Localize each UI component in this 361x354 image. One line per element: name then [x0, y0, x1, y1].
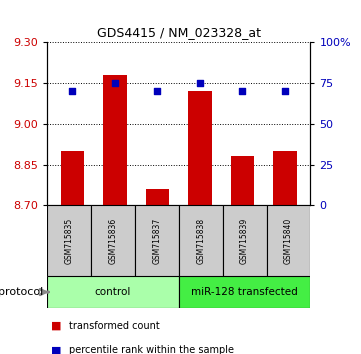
- Bar: [47, 276, 179, 308]
- Text: GSM715840: GSM715840: [284, 218, 293, 264]
- Bar: [103, 75, 127, 205]
- Point: [155, 88, 160, 94]
- Bar: [273, 151, 297, 205]
- Bar: [47, 205, 91, 276]
- Text: GSM715839: GSM715839: [240, 218, 249, 264]
- Text: ■: ■: [51, 346, 61, 354]
- Text: GSM715838: GSM715838: [196, 218, 205, 264]
- Bar: [266, 205, 310, 276]
- Point: [240, 88, 245, 94]
- Bar: [179, 276, 310, 308]
- Text: GSM715835: GSM715835: [64, 218, 73, 264]
- Text: percentile rank within the sample: percentile rank within the sample: [69, 346, 234, 354]
- Bar: [179, 205, 223, 276]
- Bar: [223, 205, 266, 276]
- Bar: [61, 151, 84, 205]
- Title: GDS4415 / NM_023328_at: GDS4415 / NM_023328_at: [97, 25, 261, 39]
- Text: GSM715836: GSM715836: [108, 218, 117, 264]
- Text: transformed count: transformed count: [69, 321, 159, 331]
- Point: [197, 80, 203, 86]
- Bar: [231, 156, 254, 205]
- Point: [70, 88, 75, 94]
- Bar: [135, 205, 179, 276]
- Text: ■: ■: [51, 321, 61, 331]
- Text: GSM715837: GSM715837: [152, 218, 161, 264]
- Text: control: control: [95, 287, 131, 297]
- Text: miR-128 transfected: miR-128 transfected: [191, 287, 298, 297]
- Point: [282, 88, 288, 94]
- Bar: [91, 205, 135, 276]
- Bar: [188, 91, 212, 205]
- Point: [112, 80, 118, 86]
- Text: protocol: protocol: [0, 287, 43, 297]
- Bar: [146, 189, 169, 205]
